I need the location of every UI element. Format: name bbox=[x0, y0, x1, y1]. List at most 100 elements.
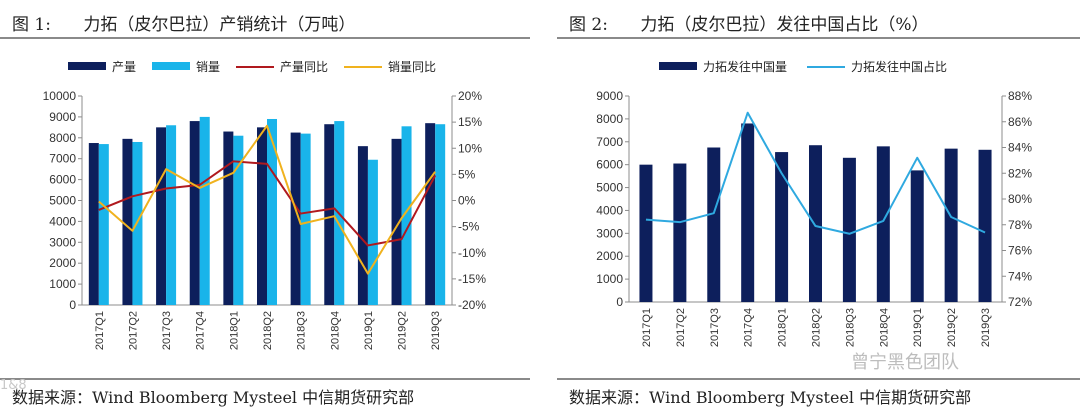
left-tick-label: 4000 bbox=[596, 203, 623, 217]
right-tick-label: 20% bbox=[458, 89, 482, 103]
bar-力拓发往中国量 bbox=[673, 163, 687, 302]
chart-panel-2: 图 2: 力拓（皮尔巴拉）发往中国占比（%） 0 1000 2000 3000 4000… bbox=[557, 0, 1080, 409]
right-tick-label: -20% bbox=[458, 298, 486, 312]
bar-销量 bbox=[367, 159, 378, 305]
bar-力拓发往中国量 bbox=[876, 146, 890, 302]
bar-力拓发往中国量 bbox=[707, 147, 721, 302]
category-label: 2017Q2 bbox=[675, 308, 687, 347]
bar-产量 bbox=[357, 146, 368, 305]
bar-销量 bbox=[199, 116, 210, 306]
legend-label-产量同比: 产量同比 bbox=[280, 60, 328, 74]
title-rule bbox=[557, 37, 1080, 39]
category-label: 2018Q4 bbox=[329, 311, 341, 350]
bar-力拓发往中国量 bbox=[978, 149, 992, 302]
left-tick-label: 2000 bbox=[596, 249, 623, 263]
bar-产量 bbox=[189, 121, 200, 305]
left-tick-label: 6000 bbox=[596, 158, 623, 172]
left-tick-label: 1000 bbox=[49, 277, 76, 291]
bar-产量 bbox=[290, 132, 301, 305]
bar-销量 bbox=[98, 144, 109, 305]
bar-产量 bbox=[122, 138, 133, 305]
bar-销量 bbox=[267, 118, 277, 306]
left-tick-label: 7000 bbox=[49, 152, 76, 166]
left-tick-label: 5000 bbox=[596, 181, 623, 195]
bar-力拓发往中国量 bbox=[910, 170, 924, 302]
left-tick-label: 3000 bbox=[596, 226, 623, 240]
bar-销量 bbox=[166, 125, 177, 305]
category-label: 2019Q2 bbox=[946, 308, 958, 347]
left-tick-label: 5000 bbox=[49, 194, 76, 208]
left-tick-label: 2000 bbox=[49, 256, 76, 270]
right-tick-label: 88% bbox=[1008, 89, 1032, 103]
left-tick-label: 6000 bbox=[49, 173, 76, 187]
watermark-text: 曾宁黑色团队 bbox=[851, 352, 959, 373]
bar-力拓发往中国量 bbox=[944, 148, 958, 302]
category-label: 2019Q3 bbox=[980, 308, 992, 347]
left-tick-label: 8000 bbox=[596, 112, 623, 126]
left-tick-label: 8000 bbox=[49, 131, 76, 145]
legend-label-力拓发往中国量: 力拓发往中国量 bbox=[703, 59, 787, 74]
category-label: 2017Q4 bbox=[743, 308, 755, 347]
category-label: 2018Q1 bbox=[777, 308, 789, 347]
category-label: 2017Q2 bbox=[127, 311, 139, 350]
corner-watermark: 1&8 bbox=[0, 378, 27, 393]
left-tick-label: 1000 bbox=[596, 272, 623, 286]
chart-title-2: 图 2: 力拓（皮尔巴拉）发往中国占比（%） bbox=[569, 15, 929, 35]
right-tick-label: 15% bbox=[458, 115, 482, 129]
legend-swatch-销量 bbox=[152, 62, 190, 70]
right-tick-label: 10% bbox=[458, 141, 482, 155]
line-力拓发往中国占比 bbox=[645, 111, 986, 235]
left-tick-label: 0 bbox=[69, 298, 76, 312]
category-label: 2018Q3 bbox=[296, 311, 308, 350]
right-tick-label: 80% bbox=[1008, 192, 1032, 206]
legend-swatch-产量 bbox=[68, 62, 106, 70]
legend-label-销量: 销量 bbox=[196, 60, 220, 74]
right-tick-label: 74% bbox=[1008, 269, 1032, 283]
left-tick-label: 7000 bbox=[596, 135, 623, 149]
right-tick-label: 0% bbox=[458, 194, 476, 208]
bar-产量 bbox=[391, 138, 402, 305]
category-label: 2018Q3 bbox=[844, 308, 856, 347]
legend-label-产量: 产量 bbox=[112, 60, 136, 74]
category-label: 2018Q2 bbox=[262, 311, 274, 350]
right-tick-label: 76% bbox=[1008, 244, 1032, 258]
category-label: 2018Q2 bbox=[811, 308, 823, 347]
chart-panel-1: 图 1: 力拓（皮尔巴拉）产销统计（万吨） 0 1000 2000 3000 4000 5… bbox=[0, 0, 530, 409]
bar-产量 bbox=[257, 127, 267, 305]
source-rule bbox=[0, 378, 530, 380]
left-tick-label: 4000 bbox=[49, 214, 76, 228]
left-tick-label: 3000 bbox=[49, 235, 76, 249]
bar-力拓发往中国量 bbox=[639, 164, 653, 302]
left-tick-label: 0 bbox=[616, 295, 623, 309]
category-label: 2018Q1 bbox=[228, 311, 240, 350]
bar-产量 bbox=[88, 143, 99, 305]
bar-产量 bbox=[324, 124, 335, 305]
category-label: 2017Q1 bbox=[641, 308, 653, 347]
right-tick-label: 72% bbox=[1008, 295, 1032, 309]
bar-产量 bbox=[156, 127, 167, 305]
bar-产量 bbox=[223, 131, 234, 305]
left-tick-label: 9000 bbox=[596, 89, 623, 103]
source-note-1: 数据来源：Wind Bloomberg Mysteel 中信期货研究部 bbox=[12, 388, 415, 407]
category-label: 2017Q3 bbox=[161, 311, 173, 350]
bar-销量 bbox=[233, 135, 244, 305]
bar-力拓发往中国量 bbox=[741, 123, 755, 302]
left-tick-label: 10000 bbox=[43, 89, 77, 103]
right-tick-label: -15% bbox=[458, 272, 486, 286]
category-label: 2018Q4 bbox=[878, 308, 890, 347]
left-tick-label: 9000 bbox=[49, 110, 76, 124]
line-销量同比 bbox=[98, 124, 436, 275]
title-rule bbox=[0, 37, 530, 39]
category-label: 2019Q2 bbox=[397, 311, 409, 350]
bar-力拓发往中国量 bbox=[809, 145, 822, 302]
right-tick-label: 86% bbox=[1008, 115, 1032, 129]
bar-产量 bbox=[425, 123, 436, 305]
legend-label-力拓发往中国占比: 力拓发往中国占比 bbox=[851, 59, 947, 74]
bar-力拓发往中国量 bbox=[842, 157, 856, 302]
source-rule bbox=[557, 378, 1080, 380]
right-tick-label: -5% bbox=[458, 220, 480, 234]
bar-力拓发往中国量 bbox=[775, 152, 789, 302]
bar-销量 bbox=[300, 133, 311, 305]
right-tick-label: -10% bbox=[458, 246, 486, 260]
bar-销量 bbox=[435, 124, 446, 305]
